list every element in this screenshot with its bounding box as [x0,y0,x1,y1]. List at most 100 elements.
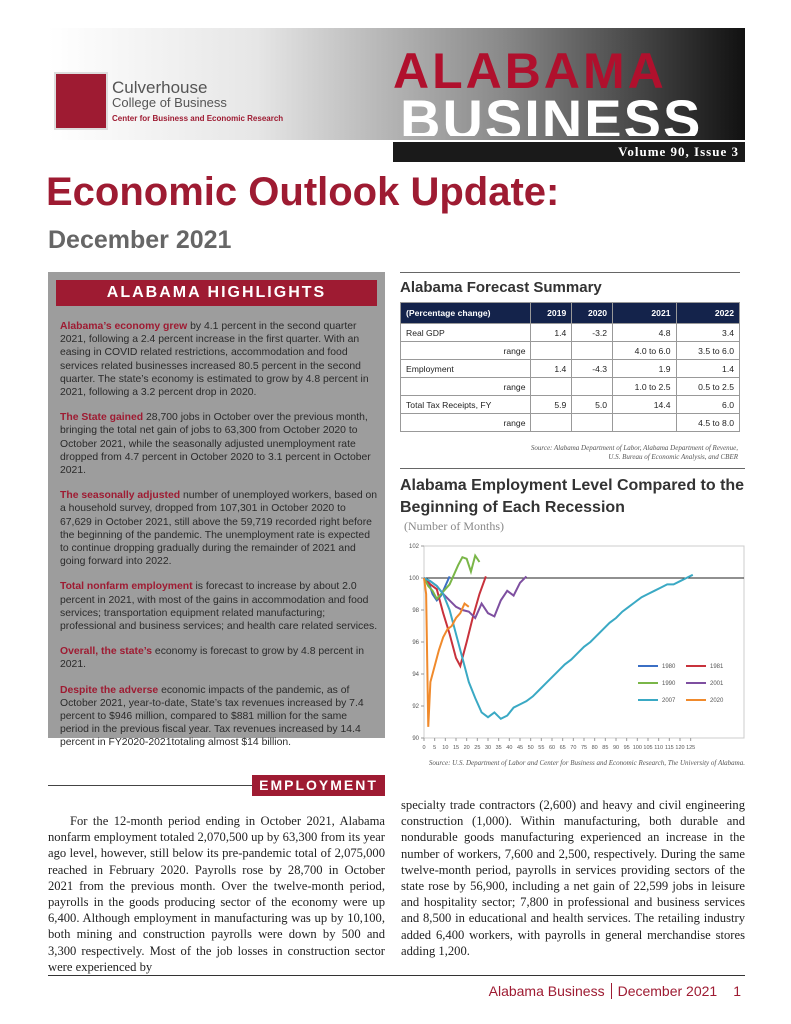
table-cell: range [399,413,532,432]
x-tick-label: 20 [464,745,470,751]
table-cell [530,413,573,432]
highlight-text: number of unemployed workers, based on a… [60,490,378,568]
x-tick-label: 10 [442,745,448,751]
highlight-paragraph: Alabama’s economy grew by 4.1 percent in… [60,320,378,399]
highlight-paragraph: Overall, the state’s economy is forecast… [60,645,378,671]
x-tick-label: 50 [528,745,534,751]
center: Center for Business and Economic Researc… [112,114,284,123]
table-row: range 4.0 to 6.0 3.5 to 6.0 [399,341,741,360]
table-cell: 4.8 [612,323,677,342]
table-cell: 1.9 [612,359,677,378]
legend-label: 2020 [710,698,724,704]
table-row: range 4.5 to 8.0 [399,413,741,432]
table-cell: range [399,341,532,360]
x-tick-label: 30 [485,745,491,751]
table-header-cell: 2020 [571,302,614,324]
table-cell: -4.3 [571,359,614,378]
employment-heading: EMPLOYMENT [252,775,385,796]
table-cell: 5.0 [571,395,614,414]
table-row: range 1.0 to 2.5 0.5 to 2.5 [399,377,741,396]
table-cell: Real GDP [399,323,532,342]
table-cell [530,377,573,396]
x-tick-label: 55 [538,745,544,751]
x-tick-label: 110 [654,745,663,751]
footer: Alabama Business December 2021 1 [483,983,747,999]
table-row: Total Tax Receipts, FY 5.9 5.0 14.4 6.0 [399,395,741,414]
highlight-text: economic impacts of the pandemic, as of … [60,684,364,749]
employment-column: specialty trade contractors (2,600) and … [401,798,745,958]
table-cell: Employment [399,359,532,378]
highlight-paragraph: Total nonfarm employment is forecast to … [60,580,378,633]
table-header-cell: 2019 [530,302,573,324]
table-row: Employment 1.4 -4.3 1.9 1.4 [399,359,741,378]
chart: 90 92 94 96 98 100 102 0 5 10 15 20 25 30 35 40 45 50 55 60… [409,544,745,751]
table-header-cell: (Percentage change) [399,302,532,324]
header-band [48,28,745,140]
table-cell [612,413,677,432]
x-tick-label: 125 [686,745,695,751]
table-cell: -3.2 [571,323,614,342]
chart-subtitle: (Number of Months) [404,519,504,533]
institution: Culverhouse [112,78,208,97]
highlight-text: economy is forecast to grow by 4.8 perce… [60,646,364,671]
table-header-row: (Percentage change) 2019 2020 2021 2022 [399,302,741,324]
subtitle: December 2021 [48,226,232,254]
table-cell: 0.5 to 2.5 [675,377,741,396]
table-cell: 4.0 to 6.0 [612,341,677,360]
table-cell: 6.0 [675,395,741,414]
table-cell [571,413,614,432]
source: U.S. Bureau of Economic Analysis, and CB… [608,453,738,461]
plot-frame [423,545,745,739]
rule [48,785,252,786]
masthead-clip: BUSINESS [400,90,745,136]
table-cell: 3.4 [675,323,741,342]
x-tick-label: 5 [433,745,436,751]
footer-publication: Alabama Business [488,983,605,999]
x-tick-label: 105 [643,745,652,751]
table-cell: 14.4 [612,395,677,414]
x-tick-label: 70 [570,745,576,751]
legend-label: 2001 [710,681,724,687]
legend-label: 2007 [662,698,676,704]
footer-date: December 2021 [610,983,724,999]
table-row: Real GDP 1.4 -3.2 4.8 3.4 [399,323,741,342]
x-tick-label: 115 [665,745,674,751]
x-tick-label: 100 [633,745,642,751]
x-tick-label: 80 [592,745,598,751]
x-tick-label: 65 [560,745,566,751]
highlight-text: 28,700 jobs in October over the previous… [60,412,371,477]
highlight-lead: Total nonfarm employment [60,581,193,593]
highlight-lead: Despite the adverse [60,684,159,696]
y-tick-label: 90 [412,736,419,742]
x-tick-label: 60 [549,745,555,751]
highlight-paragraph: The seasonally adjusted number of unempl… [60,489,378,568]
table-cell: 3.5 to 6.0 [675,341,741,360]
x-tick-label: 120 [675,745,684,751]
table-cell: Total Tax Receipts, FY [399,395,532,414]
x-tick-label: 90 [613,745,619,751]
highlight-text: is forecast to increase by about 2.0 per… [60,581,378,633]
source: Source: Alabama Department of Labor, Ala… [530,444,738,452]
y-tick-label: 96 [412,640,419,646]
forecast-table: (Percentage change) 2019 2020 2021 2022 Real … [399,302,741,432]
logo [54,72,108,130]
rule [48,975,745,976]
legend-label: 1990 [662,681,676,687]
employment-column: For the 12-month period ending in Octobe… [48,814,385,974]
highlight-paragraph: The State gained 28,700 jobs in October … [60,411,378,477]
masthead: ALABAMA [393,43,667,99]
x-tick-label: 75 [581,745,587,751]
y-tick-label: 94 [412,672,419,678]
series-line [423,576,487,669]
volume: Volume 90, Issue 3 [393,142,745,162]
table-cell [571,341,614,360]
legend-label: 1981 [710,664,724,670]
college: College of Business [112,95,227,110]
highlights-heading: ALABAMA HIGHLIGHTS [56,280,377,306]
x-tick-label: 45 [517,745,523,751]
y-tick-label: 102 [409,544,420,550]
x-tick-label: 40 [506,745,512,751]
table-cell: range [399,377,532,396]
table-header-cell: 2021 [612,302,677,324]
table-cell: 1.4 [530,359,573,378]
